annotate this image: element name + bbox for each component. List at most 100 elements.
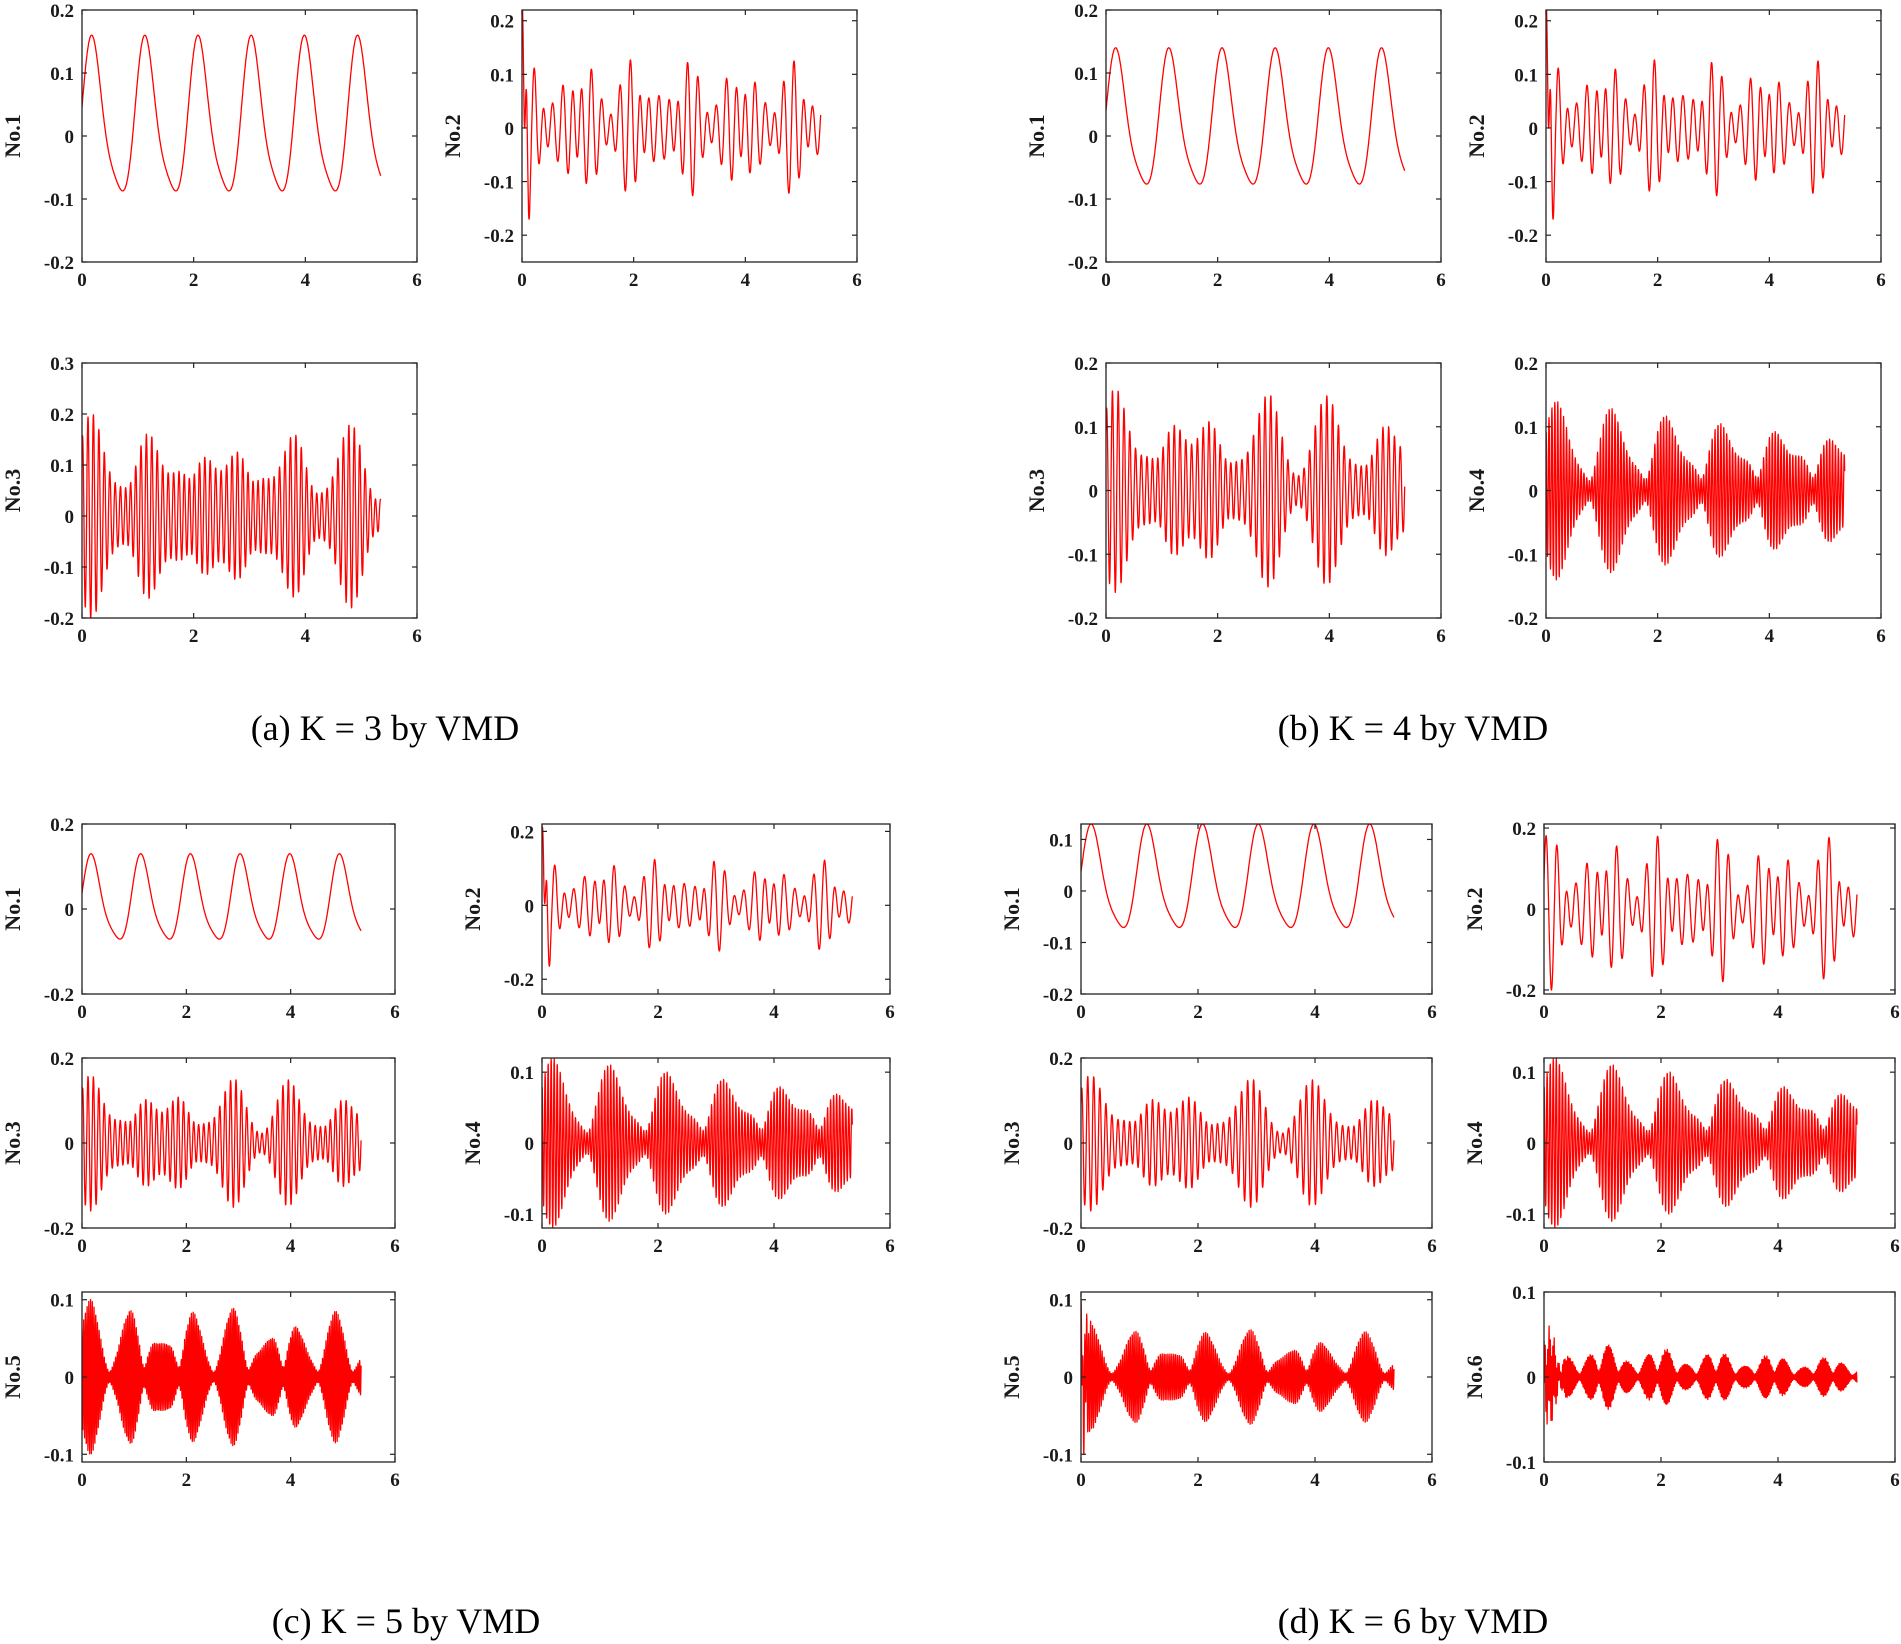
axes-frame <box>81 362 418 619</box>
y-tick-label: -0.1 <box>1506 1205 1536 1226</box>
x-tick-label: 0 <box>1101 626 1111 647</box>
y-tick-label: 0.2 <box>50 1 74 22</box>
y-tick-label: 0.1 <box>510 1063 534 1084</box>
y-tick-label: 0.2 <box>1074 1 1098 22</box>
y-tick-label: 0.2 <box>50 815 74 836</box>
signal-line <box>82 34 382 192</box>
subplot-no1-0: 0 2 4 6 0.2 0.1 0 -0.1 -0.2 No.1 <box>0 1 422 291</box>
x-tick-label: 2 <box>182 1002 192 1023</box>
y-tick-label: 0.2 <box>1049 1049 1073 1070</box>
y-tick-label: -0.2 <box>1508 226 1538 247</box>
y-tick-label: -0.2 <box>1043 1219 1073 1240</box>
y-tick-label: 0 <box>65 127 75 148</box>
y-tick-label: -0.1 <box>504 1205 534 1226</box>
x-tick-label: 4 <box>286 1470 296 1491</box>
signal-line <box>82 1299 362 1455</box>
x-tick-label: 0 <box>1076 1236 1086 1257</box>
x-tick-label: 6 <box>885 1236 895 1257</box>
x-tick-label: 2 <box>189 270 199 291</box>
x-tick-label: 4 <box>1773 1002 1783 1023</box>
x-tick-label: 6 <box>1876 626 1886 647</box>
x-tick-label: 6 <box>412 270 422 291</box>
subplot-no1-12: 0 2 4 6 0.1 0 -0.1 -0.2 No.1 <box>999 823 1437 1023</box>
signal-line <box>542 1058 853 1228</box>
signal-line <box>1544 1058 1858 1228</box>
subplot-no2-8: 0 2 4 60.20-0.2No.2 <box>460 822 895 1023</box>
y-tick-label: -0.1 <box>1508 173 1538 194</box>
y-axis-label: No.4 <box>1464 469 1489 512</box>
x-tick-label: 4 <box>1325 270 1335 291</box>
subplot-no3-14: 0 2 4 60.20-0.2No.3 <box>999 1049 1437 1257</box>
y-tick-label: -0.1 <box>44 558 74 579</box>
signal-line <box>1546 10 1846 220</box>
y-tick-label: 0 <box>65 1134 75 1155</box>
captions: (a) K = 3 by VMD (b) K = 4 by VMD (c) K … <box>251 708 1549 1641</box>
x-tick-label: 2 <box>1193 1470 1203 1491</box>
subplot-no4-10: 0 2 4 60.10-0.1No.4 <box>460 1057 895 1257</box>
y-tick-label: -0.2 <box>44 985 74 1006</box>
x-tick-label: 4 <box>1773 1470 1783 1491</box>
signal-line <box>1106 390 1406 594</box>
signal-line <box>1081 824 1395 929</box>
caption-a: (a) K = 3 by VMD <box>251 708 520 748</box>
y-axis-label: No.2 <box>1464 114 1489 157</box>
y-axis-label: No.3 <box>999 1121 1024 1164</box>
x-tick-label: 6 <box>1436 270 1446 291</box>
y-axis-label: No.2 <box>440 114 465 157</box>
y-axis-label: No.2 <box>460 887 485 930</box>
caption-c: (c) K = 5 by VMD <box>272 1601 541 1641</box>
x-tick-label: 6 <box>1427 1236 1437 1257</box>
x-tick-label: 0 <box>1101 270 1111 291</box>
x-tick-label: 2 <box>189 626 199 647</box>
x-tick-label: 6 <box>885 1002 895 1023</box>
y-axis-label: No.1 <box>1024 114 1049 157</box>
signal-line <box>1546 401 1846 581</box>
y-tick-label: -0.2 <box>504 970 534 991</box>
subplot-grid: 0 2 4 6 0.2 0.1 0 -0.1 -0.2 No.1 0 2 4 6 0.2 0.1 0 -0.1 -0… <box>0 1 1900 1491</box>
subplot-no5-11: 0 2 4 60.10-0.1No.5 <box>0 1291 400 1491</box>
x-tick-label: 6 <box>1890 1236 1900 1257</box>
x-tick-label: 0 <box>1541 270 1551 291</box>
x-tick-label: 2 <box>1656 1470 1666 1491</box>
subplot-no2-4: 0 2 4 6 0.2 0.1 0 -0.1 -0.2 No.2 <box>1464 9 1886 291</box>
x-tick-label: 4 <box>741 270 751 291</box>
subplot-no1-3: 0 2 4 6 0.2 0.1 0 -0.1 -0.2 No.1 <box>1024 1 1446 291</box>
subplot-no4-6: 0 2 4 6 0.2 0.1 0 -0.1 -0.2 No.4 <box>1464 354 1886 647</box>
x-tick-label: 6 <box>390 1236 400 1257</box>
y-tick-label: 0.1 <box>1512 1283 1536 1304</box>
y-tick-label: 0.2 <box>50 1049 74 1070</box>
x-tick-label: 0 <box>1541 626 1551 647</box>
x-tick-label: 4 <box>1310 1002 1320 1023</box>
y-tick-label: 0.1 <box>50 64 74 85</box>
signal-line <box>542 827 853 967</box>
x-tick-label: 4 <box>769 1002 779 1023</box>
y-axis-label: No.1 <box>0 887 25 930</box>
y-tick-label: 0.2 <box>490 12 514 33</box>
y-axis-label: No.3 <box>0 1121 25 1164</box>
y-axis-label: No.1 <box>0 114 25 157</box>
y-tick-label: -0.1 <box>1508 545 1538 566</box>
y-axis-label: No.1 <box>999 887 1024 930</box>
x-tick-label: 4 <box>1310 1470 1320 1491</box>
y-axis-label: No.5 <box>0 1355 25 1398</box>
x-tick-label: 4 <box>286 1236 296 1257</box>
y-tick-label: 0.1 <box>1514 418 1538 439</box>
signal-line <box>1544 835 1858 991</box>
x-tick-label: 0 <box>517 270 527 291</box>
y-tick-label: 0.1 <box>1512 1063 1536 1084</box>
y-axis-label: No.6 <box>1462 1355 1487 1398</box>
x-tick-label: 6 <box>390 1470 400 1491</box>
x-tick-label: 2 <box>1193 1236 1203 1257</box>
y-tick-label: 0 <box>1089 482 1099 503</box>
caption-d: (d) K = 6 by VMD <box>1278 1601 1549 1641</box>
y-tick-label: -0.1 <box>1068 545 1098 566</box>
x-tick-label: 4 <box>1765 270 1775 291</box>
subplot-no6-17: 0 2 4 60.10-0.1No.6 <box>1462 1283 1900 1491</box>
axes-frame <box>1545 9 1882 263</box>
x-tick-label: 2 <box>1213 626 1223 647</box>
x-tick-label: 0 <box>77 1470 87 1491</box>
x-tick-label: 6 <box>852 270 862 291</box>
y-tick-label: 0 <box>1527 1134 1537 1155</box>
x-tick-label: 2 <box>629 270 639 291</box>
